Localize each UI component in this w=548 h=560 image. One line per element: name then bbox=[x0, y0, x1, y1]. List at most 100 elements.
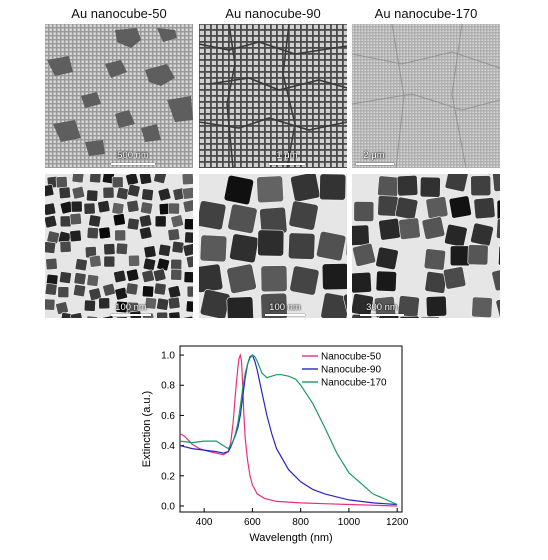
tem-cube bbox=[289, 265, 320, 296]
tem-cube bbox=[199, 234, 228, 263]
tem-cube bbox=[375, 270, 397, 292]
tem-scale-bar-90 bbox=[265, 314, 305, 316]
tem-cube bbox=[55, 176, 68, 189]
tem-cube bbox=[60, 312, 74, 318]
tem-cube bbox=[378, 217, 401, 241]
tem-cube bbox=[126, 268, 140, 282]
sem-scale-label-170: 2 μm bbox=[363, 150, 385, 161]
tem-cube bbox=[467, 244, 489, 266]
tem-cube bbox=[319, 174, 347, 201]
tem-cube bbox=[113, 269, 127, 284]
tem-image-nanocube-50: 100 nm bbox=[45, 174, 193, 318]
tem-cube bbox=[470, 175, 492, 197]
tem-cube bbox=[129, 310, 143, 318]
tem-cube bbox=[199, 263, 224, 293]
tem-cube bbox=[126, 199, 140, 213]
tem-cube bbox=[83, 202, 96, 215]
tem-cube bbox=[59, 240, 72, 253]
tem-cube bbox=[496, 199, 500, 221]
tem-cube bbox=[88, 287, 102, 301]
series-line-nanocube-90 bbox=[179, 354, 398, 506]
tem-cube bbox=[168, 202, 180, 215]
tem-cube bbox=[74, 258, 88, 272]
tem-cube bbox=[492, 174, 500, 192]
x-tick-label: 1000 bbox=[338, 517, 361, 528]
tem-cube bbox=[419, 176, 441, 198]
tem-cubes-170 bbox=[352, 174, 500, 318]
tem-cube bbox=[153, 282, 167, 296]
tem-cube bbox=[139, 226, 153, 240]
tem-cube bbox=[443, 266, 467, 290]
tem-cube bbox=[103, 255, 116, 268]
tem-cube bbox=[102, 283, 116, 297]
sem-scale-label-50: 500 nm bbox=[117, 150, 149, 161]
tem-cube bbox=[86, 226, 99, 240]
tem-cube bbox=[227, 203, 258, 234]
tem-cube bbox=[125, 282, 139, 296]
tem-cube bbox=[98, 297, 111, 310]
tem-cube bbox=[115, 242, 129, 255]
sem-scale-bar-50 bbox=[111, 163, 155, 165]
tem-cube bbox=[421, 216, 446, 240]
tem-scale-label-170: 300 nm bbox=[366, 302, 398, 313]
tem-image-nanocube-170: 300 nm bbox=[352, 174, 500, 318]
panel-title-nanocube-50: Au nanocube-50 bbox=[71, 6, 167, 21]
axis-ticks: 400 600 800 1000 1200 0.0 0.2 0.4 0.6 0.8 1.0 bbox=[161, 351, 409, 528]
tem-cube bbox=[184, 231, 193, 244]
tem-cube bbox=[58, 186, 71, 199]
tem-cube bbox=[114, 287, 128, 301]
x-tick-label: 400 bbox=[196, 517, 213, 528]
tem-cube bbox=[157, 187, 172, 202]
tem-cube bbox=[398, 217, 421, 240]
tem-cube bbox=[45, 241, 56, 254]
tem-cubes-50 bbox=[45, 174, 193, 318]
tem-cube bbox=[73, 284, 86, 298]
x-tick-label: 600 bbox=[244, 517, 261, 528]
tem-cube bbox=[471, 296, 493, 318]
panel-title-nanocube-170: Au nanocube-170 bbox=[374, 6, 478, 21]
x-axis-label: Wavelength (nm) bbox=[249, 532, 332, 544]
tem-cube bbox=[45, 283, 58, 296]
x-tick-label: 1200 bbox=[386, 517, 409, 528]
tem-cube bbox=[423, 248, 446, 271]
tem-cube bbox=[170, 258, 183, 271]
tem-scale-label-90: 100 nm bbox=[269, 302, 301, 313]
tem-cube bbox=[181, 174, 193, 186]
tem-cube bbox=[86, 274, 100, 287]
tem-cube bbox=[125, 174, 139, 186]
tem-cube bbox=[226, 296, 254, 318]
tem-image-nanocube-90: 100 nm bbox=[199, 174, 347, 318]
tem-cube bbox=[168, 311, 181, 318]
tem-cube bbox=[199, 200, 227, 231]
tem-cube bbox=[69, 229, 82, 243]
tem-cube bbox=[444, 174, 469, 193]
tem-cube bbox=[141, 188, 154, 201]
tem-cube bbox=[152, 268, 167, 282]
tem-cube bbox=[260, 292, 288, 318]
tem-cube bbox=[448, 195, 472, 219]
legend-label: Nanocube-50 bbox=[321, 352, 381, 363]
tem-cube bbox=[88, 254, 102, 268]
tem-cube bbox=[223, 174, 254, 206]
sem-texture-90 bbox=[199, 24, 347, 168]
y-tick-label: 0.2 bbox=[161, 471, 175, 482]
series-lines bbox=[179, 353, 398, 507]
tem-cube bbox=[256, 175, 284, 204]
tem-cube bbox=[88, 214, 102, 228]
tem-cube bbox=[45, 298, 56, 311]
y-tick-label: 0.8 bbox=[161, 381, 175, 392]
tem-scale-bar-170 bbox=[360, 314, 404, 316]
sem-image-nanocube-170: 2 μm bbox=[352, 24, 500, 168]
tem-cube bbox=[143, 245, 157, 259]
tem-cube bbox=[70, 200, 83, 213]
tem-cube bbox=[71, 186, 85, 200]
legend-label: Nanocube-170 bbox=[321, 378, 387, 389]
tem-cube bbox=[97, 200, 111, 214]
tem-cube bbox=[288, 232, 316, 260]
tem-cube bbox=[86, 189, 99, 202]
tem-cube bbox=[139, 174, 153, 185]
tem-cube bbox=[69, 212, 82, 226]
tem-cube bbox=[425, 196, 449, 220]
tem-cube bbox=[156, 311, 168, 318]
y-tick-label: 0.4 bbox=[161, 441, 175, 452]
